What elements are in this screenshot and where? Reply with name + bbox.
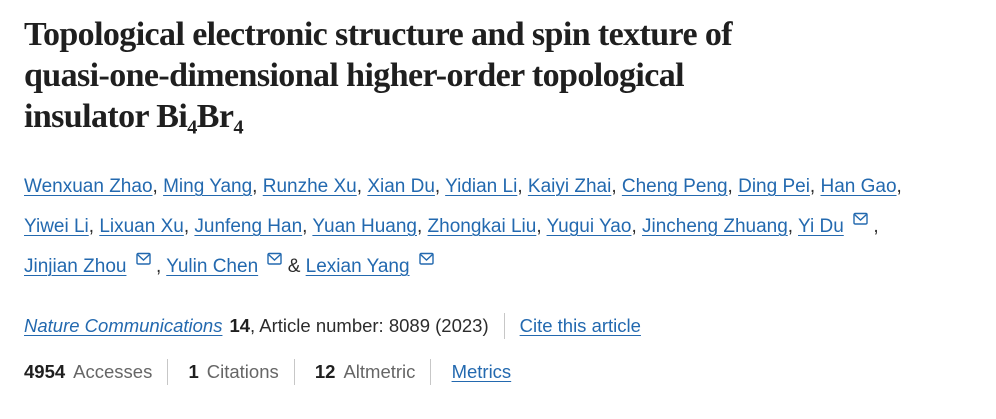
author-separator: , [88,216,100,237]
author-link[interactable]: Lixuan Xu [99,216,184,237]
author-separator: , [302,216,313,237]
author-link[interactable]: Yugui Yao [546,216,632,237]
author-link[interactable]: Jincheng Zhuang [642,216,788,237]
metric-value: 12 [314,361,336,382]
citation-divider [503,313,505,339]
author-link[interactable]: Yulin Chen [166,256,259,277]
author-link[interactable]: Junfeng Han [194,216,303,237]
author-separator: , [873,216,879,237]
envelope-icon [267,252,283,265]
author-link[interactable]: Yi Du [798,216,844,237]
metric-item: 4954 Accesses [24,361,152,382]
journal-link[interactable]: Nature Communications [24,315,223,336]
author-separator: , [536,216,547,237]
author-link[interactable]: Lexian Yang [305,256,410,277]
author-link[interactable]: Jinjian Zhou [24,256,127,277]
metric-label: Citations [206,361,279,382]
author-separator: , [356,176,368,197]
metric-item: 1 Citations [188,361,278,382]
author-separator: , [156,256,167,277]
metric-divider [430,359,432,385]
author-separator: , [183,216,195,237]
author-separator: , [434,176,446,197]
author-separator: , [631,216,642,237]
author-link[interactable]: Runzhe Xu [262,176,357,197]
metric-item: 12 Altmetric [315,361,416,382]
metric-items: 4954 Accesses 1 Citations 12 Altmetric [24,359,452,385]
author-separator: , [416,216,428,237]
author-link[interactable]: Kaiyi Zhai [527,176,612,197]
author-separator: , [727,176,739,197]
author-list: Wenxuan Zhao, Ming Yang, Runzhe Xu, Xian… [24,167,970,287]
journal-volume: 14 [229,315,251,336]
article-title: Topological electronic structure and spi… [24,14,970,137]
author-separator: & [287,256,306,277]
author-link[interactable]: Ding Pei [738,176,810,197]
author-link[interactable]: Cheng Peng [621,176,728,197]
author-link[interactable]: Ming Yang [163,176,253,197]
metric-divider [293,359,295,385]
author-separator: , [896,176,902,197]
author-separator: , [611,176,622,197]
title-line: quasi-one-dimensional higher-order topol… [24,57,685,94]
metric-divider [167,359,169,385]
metrics-row: 4954 Accesses 1 Citations 12 Altmetric Metr… [24,359,970,385]
email-link[interactable] [267,252,283,277]
email-link[interactable] [136,252,151,277]
metric-label: Accesses [73,361,153,382]
email-link[interactable] [853,212,868,237]
author-link[interactable]: Wenxuan Zhao [24,176,153,197]
author-separator: , [787,216,798,237]
title-line: insulator Bi₄Br₄ [24,98,244,135]
metric-label: Altmetric [343,361,416,382]
metric-value: 4954 [24,361,66,382]
author-separator: , [809,176,821,197]
author-link[interactable]: Han Gao [820,176,897,197]
author-separator: , [152,176,164,197]
email-link[interactable] [419,252,434,277]
author-separator: , [252,176,263,197]
author-link[interactable]: Yidian Li [445,176,518,197]
author-link[interactable]: Yuan Huang [312,216,417,237]
cite-article-link[interactable]: Cite this article [519,315,641,336]
article-number-text: , Article number: 8089 (2023) [250,315,489,336]
envelope-icon [136,252,151,265]
envelope-icon [419,252,434,265]
envelope-icon [853,212,868,225]
metric-value: 1 [188,361,199,382]
metrics-link[interactable]: Metrics [451,361,512,382]
author-link[interactable]: Yiwei Li [24,216,89,237]
author-link[interactable]: Xian Du [367,176,435,197]
title-line: Topological electronic structure and spi… [24,16,733,53]
citation-line: Nature Communications 14, Article number:… [24,313,970,339]
author-link[interactable]: Zhongkai Liu [427,216,537,237]
author-separator: , [517,176,528,197]
